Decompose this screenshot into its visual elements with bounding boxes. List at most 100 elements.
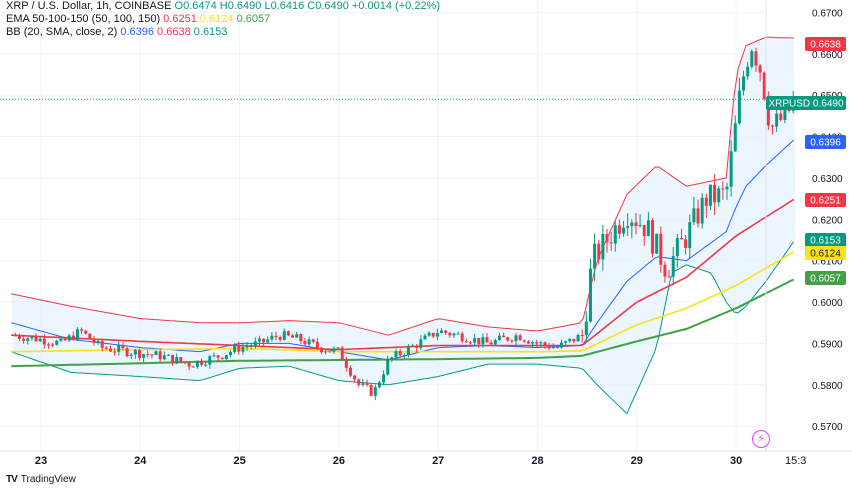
candle-body — [539, 342, 543, 344]
candle-body — [485, 337, 489, 343]
candle — [518, 333, 522, 341]
candle — [402, 353, 406, 359]
candle — [713, 173, 717, 216]
candle — [146, 350, 150, 358]
candle-body — [133, 350, 137, 355]
candle-body — [386, 358, 390, 375]
price-tag-bb-basis: 0.6396 — [805, 135, 846, 149]
candle-body — [559, 342, 563, 348]
candle — [708, 184, 712, 210]
candle-body — [270, 335, 274, 340]
candle-body — [390, 357, 394, 359]
legend-symbol[interactable]: XRP / U.S. Dollar, 1h, COINBASE — [6, 0, 172, 12]
candle — [456, 331, 460, 335]
candle-body — [518, 335, 522, 341]
candle-body — [555, 347, 559, 349]
candle — [270, 332, 274, 342]
candle — [506, 336, 510, 342]
candle-body — [51, 344, 55, 346]
lightning-icon[interactable]: ⚡ — [752, 430, 770, 448]
candle — [642, 224, 646, 246]
candle-body — [257, 338, 261, 342]
candle — [237, 341, 241, 355]
candle-body — [369, 384, 373, 396]
candle-body — [377, 382, 381, 388]
candle — [241, 342, 245, 355]
candle-body — [771, 125, 775, 127]
candle — [311, 338, 315, 344]
candle-body — [531, 342, 535, 344]
candle-body — [100, 340, 104, 348]
candle — [502, 332, 506, 338]
legend-bb-upper-value: 0.6638 — [157, 26, 191, 38]
candle-body — [402, 354, 406, 356]
candle-body — [55, 340, 59, 345]
candle — [580, 329, 584, 343]
price-tag-text: 0.6057 — [810, 274, 841, 285]
candle-body — [303, 341, 307, 345]
candle-body — [700, 197, 704, 224]
candle-body — [655, 233, 659, 254]
price-tick-label: 0.6100 — [812, 257, 843, 268]
candle-body — [307, 339, 311, 345]
candle-body — [663, 264, 667, 277]
candle — [291, 333, 295, 338]
candle — [324, 349, 328, 355]
time-tick-label: 24 — [134, 455, 147, 467]
candle — [675, 234, 679, 268]
candle-body — [464, 341, 468, 343]
price-tag-text: 0.6124 — [810, 249, 841, 260]
candle — [597, 239, 601, 265]
candle — [568, 338, 572, 343]
price-tick-label: 0.5900 — [812, 339, 843, 350]
candle — [274, 331, 278, 341]
ema100-line — [11, 251, 795, 353]
bb-basis-line — [11, 139, 795, 361]
candle-body — [431, 332, 435, 337]
candle — [427, 331, 431, 337]
price-tag-bg — [805, 271, 846, 285]
candle-body — [613, 225, 617, 244]
candles — [13, 47, 795, 401]
price-tag-text: XRPUSD 0.6490 — [768, 99, 843, 110]
candle-body — [572, 338, 576, 342]
candle-body — [733, 123, 737, 152]
legend-bb-row[interactable]: BB (20, SMA, close, 2) 0.6396 0.6638 0.6… — [6, 26, 440, 39]
candle-body — [675, 238, 679, 257]
candle — [299, 333, 303, 345]
candle — [282, 328, 286, 341]
chart-legend: XRP / U.S. Dollar, 1h, COINBASE O0.6474 … — [6, 0, 440, 39]
candle-body — [324, 351, 328, 353]
candle — [100, 339, 104, 352]
tradingview-brand[interactable]: TV TradingView — [6, 474, 76, 485]
candle-body — [344, 359, 348, 368]
candle — [481, 333, 485, 348]
candle-body — [584, 321, 588, 336]
candle-body — [460, 333, 464, 342]
candle — [179, 356, 183, 363]
candle-body — [282, 331, 286, 340]
candle — [262, 338, 266, 347]
candle-body — [129, 354, 133, 356]
candle-body — [187, 362, 191, 367]
candle-body — [332, 348, 336, 352]
legend-ema-row[interactable]: EMA 50-100-150 (50, 100, 150) 0.6251 0.6… — [6, 13, 440, 26]
candle-body — [96, 340, 100, 343]
candle — [415, 343, 419, 353]
candle-body — [779, 113, 783, 120]
time-tick-label: 15:3 — [785, 455, 806, 467]
candle-body — [109, 348, 113, 352]
candle-body — [758, 65, 762, 73]
ema50-line — [11, 198, 795, 351]
price-tag-ema100: 0.6124 — [805, 246, 846, 260]
legend-high: H0.6490 — [219, 0, 262, 12]
candle-body — [477, 338, 481, 345]
candle-body — [535, 342, 539, 344]
candle-body — [481, 337, 485, 345]
legend-bb-basis-value: 0.6396 — [120, 26, 154, 38]
candle-body — [419, 339, 423, 348]
candle — [440, 328, 444, 334]
candle-body — [253, 341, 257, 346]
